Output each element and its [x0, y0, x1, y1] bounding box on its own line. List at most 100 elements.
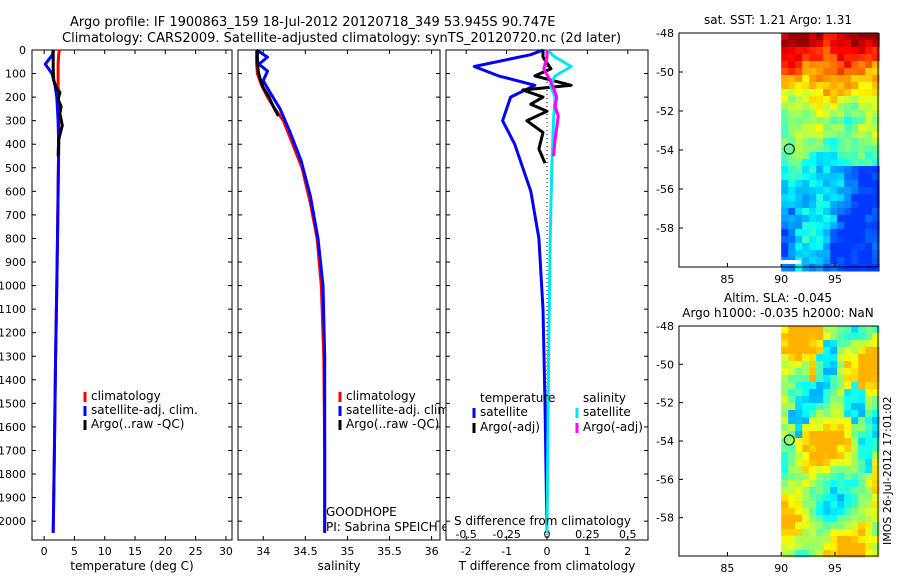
- heatmap-cell: [865, 389, 873, 397]
- heatmap-cell: [851, 103, 859, 111]
- heatmap-cell: [837, 33, 845, 41]
- heatmap-cell: [795, 264, 803, 272]
- heatmap-cell: [872, 145, 880, 153]
- heatmap-cell: [844, 75, 852, 83]
- heatmap-cell: [830, 166, 838, 174]
- heatmap-cell: [781, 229, 789, 237]
- heatmap-cell: [830, 229, 838, 237]
- heatmap-cell: [823, 61, 831, 69]
- x-tick-label: 85: [720, 273, 734, 286]
- heatmap-cell: [802, 347, 810, 355]
- heatmap-cell: [809, 508, 817, 516]
- heatmap-cell: [851, 480, 859, 488]
- heatmap-cell: [795, 326, 803, 334]
- heatmap-cell: [837, 529, 845, 537]
- heatmap-cell: [816, 166, 824, 174]
- heatmap-cell: [823, 354, 831, 362]
- heatmap-cell: [823, 347, 831, 355]
- heatmap-cell: [795, 340, 803, 348]
- heatmap-cell: [872, 375, 880, 383]
- heatmap-cell: [844, 403, 852, 411]
- heatmap-cell: [830, 550, 838, 558]
- heatmap-cell: [851, 410, 859, 418]
- heatmap-cell: [781, 529, 789, 537]
- heatmap-cell: [851, 96, 859, 104]
- heatmap-cell: [837, 480, 845, 488]
- heatmap-cell: [872, 354, 880, 362]
- heatmap-cell: [837, 494, 845, 502]
- heatmap-cell: [802, 47, 810, 55]
- heatmap-cell: [865, 166, 873, 174]
- heatmap-cell: [781, 501, 789, 509]
- heatmap-cell: [802, 61, 810, 69]
- heatmap-cell: [830, 68, 838, 76]
- heatmap-cell: [872, 473, 880, 481]
- y-tick-label: -54: [656, 435, 674, 448]
- heatmap-cell: [802, 264, 810, 272]
- heatmap-cell: [830, 124, 838, 132]
- heatmap-cell: [788, 47, 796, 55]
- y-tick-label: -56: [656, 473, 674, 486]
- heatmap-cell: [823, 466, 831, 474]
- heatmap-cell: [830, 117, 838, 125]
- heatmap-cell: [851, 236, 859, 244]
- heatmap-cell: [809, 347, 817, 355]
- heatmap-cell: [844, 61, 852, 69]
- heatmap-cell: [816, 354, 824, 362]
- heatmap-cell: [788, 33, 796, 41]
- heatmap-cell: [844, 522, 852, 530]
- heatmap-cell: [788, 229, 796, 237]
- heatmap-cell: [844, 375, 852, 383]
- heatmap-cell: [816, 201, 824, 209]
- heatmap-cell: [872, 61, 880, 69]
- heatmap-cell: [837, 131, 845, 139]
- heatmap-cell: [858, 382, 866, 390]
- heatmap-cell: [781, 452, 789, 460]
- heatmap-cell: [795, 452, 803, 460]
- heatmap-cell: [837, 61, 845, 69]
- heatmap-cell: [781, 68, 789, 76]
- y-tick-label: 1300: [0, 350, 26, 363]
- heatmap-cell: [858, 131, 866, 139]
- heatmap-cell: [788, 473, 796, 481]
- heatmap-cell: [823, 47, 831, 55]
- heatmap-cell: [851, 222, 859, 230]
- heatmap-cell: [809, 236, 817, 244]
- heatmap-cell: [781, 131, 789, 139]
- heatmap-cell: [872, 522, 880, 530]
- heatmap-cell: [816, 438, 824, 446]
- heatmap-cell: [781, 110, 789, 118]
- y-tick-label: 2000: [0, 515, 26, 528]
- heatmap-cell: [795, 236, 803, 244]
- heatmap-cell: [851, 424, 859, 432]
- heatmap-cell: [851, 215, 859, 223]
- heatmap-cell: [837, 382, 845, 390]
- heatmap-cell: [823, 417, 831, 425]
- heatmap-cell: [823, 326, 831, 334]
- heatmap-cell: [844, 340, 852, 348]
- heatmap-cell: [837, 194, 845, 202]
- heatmap-cell: [865, 201, 873, 209]
- y-tick-label: -52: [656, 105, 674, 118]
- heatmap-cell: [816, 54, 824, 62]
- heatmap-cell: [809, 103, 817, 111]
- heatmap-cell: [802, 473, 810, 481]
- x-tick-label: 30: [219, 545, 233, 558]
- heatmap-cell: [823, 54, 831, 62]
- heatmap-cell: [802, 452, 810, 460]
- heatmap-cell: [816, 368, 824, 376]
- heatmap-cell: [823, 396, 831, 404]
- heatmap-cell: [816, 403, 824, 411]
- heatmap-cell: [858, 166, 866, 174]
- heatmap-cell: [781, 368, 789, 376]
- heatmap-cell: [851, 452, 859, 460]
- heatmap-cell: [830, 452, 838, 460]
- heatmap-cell: [781, 522, 789, 530]
- timestamp-stamp: IMOS 26-Jul-2012 17:01:02: [881, 396, 894, 545]
- heatmap-cell: [830, 243, 838, 251]
- heatmap-cell: [809, 82, 817, 90]
- heatmap-cell: [830, 222, 838, 230]
- heatmap-cell: [781, 208, 789, 216]
- heatmap-cell: [823, 180, 831, 188]
- heatmap-cell: [795, 61, 803, 69]
